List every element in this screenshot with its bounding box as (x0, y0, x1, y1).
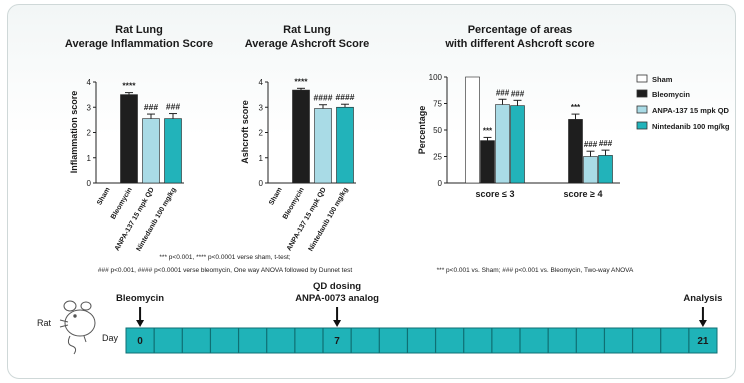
chart2-ylabel: Ashcroft score (240, 100, 250, 164)
y-tick-label: 1 (87, 154, 92, 163)
bar (495, 104, 510, 184)
legend-label-sham: Sham (652, 75, 673, 84)
legend-label-anpa: ANPA-137 15 mpk QD (652, 106, 730, 115)
y-tick-label: 3 (259, 103, 264, 112)
x-tick-label: Nintedanib 100 mg/kg (307, 187, 349, 253)
y-tick-label: 0 (438, 179, 443, 188)
timeline-day-label: Day (102, 333, 119, 343)
y-tick-label: 2 (87, 129, 92, 138)
chart-inflammation: 0 1 2 3 4 Sham **** Bleomycin ### ANPA-137 15 mpk… (87, 78, 184, 253)
y-tick-label: 4 (87, 78, 92, 87)
y-tick-label: 25 (433, 153, 442, 162)
bar (583, 156, 598, 184)
x-tick-label: Bleomycin (282, 187, 306, 221)
rat-illustration (59, 300, 96, 355)
event-arrow-head (333, 320, 342, 327)
significance-label: #### (336, 92, 355, 102)
legend-swatch-sham (636, 74, 648, 83)
timeline-event-label-line2: ANPA-0073 analog (295, 293, 379, 304)
timeline-bar (125, 327, 718, 354)
timeline-day-marker: 0 (137, 336, 143, 347)
x-tick-label: ANPA-137 15 mpk QD (114, 187, 156, 253)
y-tick-label: 0 (87, 179, 92, 188)
timeline-event-label: Bleomycin (116, 293, 164, 304)
bar (465, 76, 480, 184)
x-tick-label: ANPA-137 15 mpk QD (286, 187, 328, 253)
significance-label: *** (483, 126, 493, 135)
legend-label-nintedanib: Nintedanib 100 mg/kg (652, 122, 730, 131)
bar (314, 108, 332, 184)
y-tick-label: 0 (259, 179, 264, 188)
chart2-subtitle: Average Ashcroft Score (245, 38, 370, 50)
bar (120, 94, 138, 184)
bar (164, 118, 182, 184)
legend-swatch-bleomycin (636, 89, 648, 98)
chart3-subtitle: with different Ashcroft score (444, 38, 594, 50)
chart3-ylabel: Percentage (417, 106, 427, 155)
x-tick-label: Bleomycin (110, 187, 134, 221)
significance-label: **** (122, 81, 136, 91)
x-tick-label: Sham (96, 187, 112, 207)
timeline-day-marker: 21 (697, 336, 709, 347)
bar (598, 155, 613, 184)
y-tick-label: 4 (259, 78, 264, 87)
y-tick-label: 100 (429, 73, 443, 82)
x-tick-label: score ≥ 4 (564, 189, 603, 199)
legend: Sham Bleomycin ANPA-137 15 mpk QD Ninted… (636, 74, 730, 131)
figure-card (7, 4, 736, 379)
significance-label: ### (599, 139, 613, 148)
timeline-species-label: Rat (37, 318, 52, 328)
footnote-left-2: ### p<0.001, #### p<0.0001 verse bleomyc… (98, 267, 352, 274)
bar (568, 119, 583, 184)
x-tick-label: Nintedanib 100 mg/kg (135, 187, 177, 253)
chart3-title: Percentage of areas (468, 24, 573, 36)
bar (292, 89, 310, 184)
significance-label: ### (496, 88, 510, 97)
significance-label: ### (166, 102, 180, 112)
chart2-title: Rat Lung (283, 24, 331, 36)
timeline-event-label: QD dosing (313, 281, 361, 292)
footnote-left-1: *** p<0.001, **** p<0.0001 verse sham, t… (159, 254, 290, 261)
bar (480, 140, 495, 184)
bar (142, 118, 160, 184)
significance-label: **** (294, 76, 308, 86)
chart1-subtitle: Average Inflammation Score (65, 38, 213, 50)
chart1-ylabel: Inflammation score (69, 91, 79, 174)
chart-ashcroft: 0 1 2 3 4 Sham **** Bleomycin #### ANPA-137 15 mp… (259, 76, 356, 253)
event-arrow-head (698, 320, 707, 327)
timeline-event-label: Analysis (683, 293, 722, 304)
significance-label: *** (571, 103, 581, 112)
bar (510, 105, 525, 184)
significance-label: #### (314, 93, 333, 103)
legend-swatch-anpa (636, 105, 648, 114)
y-tick-label: 1 (259, 154, 264, 163)
x-tick-label: score ≤ 3 (476, 189, 515, 199)
y-tick-label: 75 (433, 100, 442, 109)
event-arrow-head (136, 320, 145, 327)
legend-swatch-nintedanib (636, 121, 648, 130)
bar (336, 106, 354, 184)
timeline-day-marker: 7 (334, 336, 340, 347)
significance-label: ### (144, 102, 158, 112)
y-tick-label: 2 (259, 129, 264, 138)
y-tick-label: 3 (87, 103, 92, 112)
y-tick-label: 50 (433, 126, 442, 135)
legend-label-bleomycin: Bleomycin (652, 90, 690, 99)
significance-label: ### (511, 89, 525, 98)
x-tick-label: Sham (268, 187, 284, 207)
chart1-title: Rat Lung (115, 24, 163, 36)
footnote-right: *** p<0.001 vs. Sham; ### p<0.001 vs. Bl… (437, 267, 634, 274)
significance-label: ### (584, 140, 598, 149)
